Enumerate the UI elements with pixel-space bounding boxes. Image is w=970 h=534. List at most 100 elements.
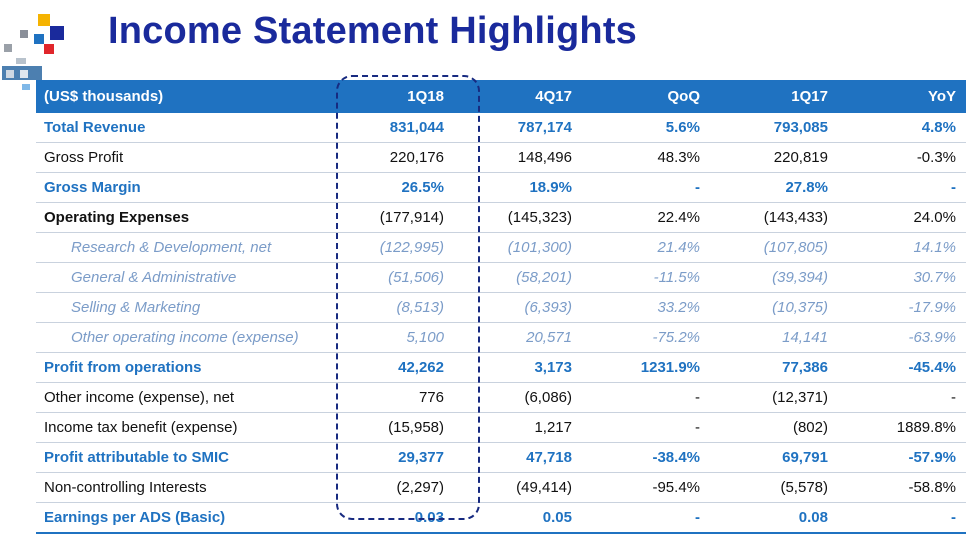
cell-1q18: 776	[326, 382, 454, 413]
cell-1q18: 220,176	[326, 142, 454, 173]
cell-yoy: -17.9%	[838, 292, 966, 323]
table-row: Earnings per ADS (Basic) 0.03 0.05-0.08-	[36, 502, 966, 534]
table-row: Profit from operations 42,262 3,173 1231.9%…	[36, 352, 966, 383]
row-label: Profit from operations	[36, 352, 326, 383]
cell-1q17: (143,433)	[710, 202, 838, 233]
cell-qoq: 22.4%	[582, 202, 710, 233]
table-row: Income tax benefit (expense) (15,958) 1,21…	[36, 412, 966, 443]
cell-4q17: (145,323)	[454, 202, 582, 233]
table-row: Non-controlling Interests (2,297) (49,414)…	[36, 472, 966, 503]
company-logo	[0, 0, 80, 90]
income-statement-table: (US$ thousands) 1Q18 4Q17 QoQ 1Q17 YoY T…	[36, 80, 966, 534]
cell-1q17: 0.08	[710, 502, 838, 534]
row-label: Total Revenue	[36, 113, 326, 143]
row-label: Non-controlling Interests	[36, 472, 326, 503]
table-row: Profit attributable to SMIC 29,377 47,718-…	[36, 442, 966, 473]
cell-1q18: (122,995)	[326, 232, 454, 263]
cell-4q17: (58,201)	[454, 262, 582, 293]
cell-qoq: 48.3%	[582, 142, 710, 173]
cell-1q17: 77,386	[710, 352, 838, 383]
cell-qoq: -	[582, 502, 710, 534]
cell-1q18: 0.03	[326, 502, 454, 534]
table-row: Other income (expense), net 776 (6,086) - (1…	[36, 382, 966, 413]
cell-4q17: (6,086)	[454, 382, 582, 413]
cell-qoq: 21.4%	[582, 232, 710, 263]
cell-qoq: 33.2%	[582, 292, 710, 323]
cell-1q17: (39,394)	[710, 262, 838, 293]
company-logo-icon	[2, 14, 64, 90]
cell-4q17: 3,173	[454, 352, 582, 383]
cell-1q17: 14,141	[710, 322, 838, 353]
cell-qoq: 5.6%	[582, 113, 710, 143]
row-label: Operating Expenses	[36, 202, 326, 233]
cell-yoy: -	[838, 382, 966, 413]
column-header-units: (US$ thousands)	[44, 88, 164, 105]
cell-yoy: 14.1%	[838, 232, 966, 263]
row-label: Other income (expense), net	[36, 382, 326, 413]
cell-4q17: (49,414)	[454, 472, 582, 503]
cell-qoq: -	[582, 172, 710, 203]
row-label: Other operating income (expense)	[36, 322, 326, 353]
column-header-4q17: 4Q17	[535, 88, 572, 105]
table-row: Other operating income (expense) 5,100 20,…	[36, 322, 966, 353]
row-label: Profit attributable to SMIC	[36, 442, 326, 473]
row-label: General & Administrative	[36, 262, 326, 293]
cell-qoq: -11.5%	[582, 262, 710, 293]
cell-1q17: (107,805)	[710, 232, 838, 263]
cell-1q17: (5,578)	[710, 472, 838, 503]
cell-yoy: -	[838, 172, 966, 203]
column-header-1q18: 1Q18	[407, 88, 444, 105]
cell-yoy: 1889.8%	[838, 412, 966, 443]
cell-4q17: 787,174	[454, 113, 582, 143]
cell-1q18: (15,958)	[326, 412, 454, 443]
cell-yoy: -	[838, 502, 966, 534]
row-label: Research & Development, net	[36, 232, 326, 263]
cell-yoy: -0.3%	[838, 142, 966, 173]
cell-1q18: 26.5%	[326, 172, 454, 203]
table-header-row: (US$ thousands) 1Q18 4Q17 QoQ 1Q17 YoY	[36, 80, 966, 113]
cell-1q17: (802)	[710, 412, 838, 443]
cell-1q18: 42,262	[326, 352, 454, 383]
cell-1q18: (51,506)	[326, 262, 454, 293]
table-row: Selling & Marketing (8,513) (6,393) 33.2% (1…	[36, 292, 966, 323]
cell-qoq: -95.4%	[582, 472, 710, 503]
cell-4q17: 20,571	[454, 322, 582, 353]
row-label: Gross Margin	[36, 172, 326, 203]
row-label: Gross Profit	[36, 142, 326, 173]
table-row: Gross Margin 26.5% 18.9% -27.8% -	[36, 172, 966, 203]
column-header-qoq: QoQ	[667, 88, 701, 105]
cell-4q17: (101,300)	[454, 232, 582, 263]
cell-4q17: 148,496	[454, 142, 582, 173]
cell-1q18: (177,914)	[326, 202, 454, 233]
cell-qoq: -75.2%	[582, 322, 710, 353]
cell-1q18: (8,513)	[326, 292, 454, 323]
cell-1q17: 220,819	[710, 142, 838, 173]
cell-1q18: 5,100	[326, 322, 454, 353]
cell-1q18: 831,044	[326, 113, 454, 143]
cell-yoy: -63.9%	[838, 322, 966, 353]
cell-4q17: (6,393)	[454, 292, 582, 323]
cell-qoq: 1231.9%	[582, 352, 710, 383]
column-header-1q17: 1Q17	[791, 88, 828, 105]
column-header-yoy: YoY	[927, 88, 956, 105]
row-label: Earnings per ADS (Basic)	[36, 502, 326, 534]
table-row: Operating Expenses (177,914) (145,323) 22.4…	[36, 202, 966, 233]
cell-1q17: 27.8%	[710, 172, 838, 203]
cell-qoq: -38.4%	[582, 442, 710, 473]
cell-qoq: -	[582, 412, 710, 443]
table-row: Research & Development, net (122,995) (101…	[36, 232, 966, 263]
cell-4q17: 18.9%	[454, 172, 582, 203]
cell-yoy: -58.8%	[838, 472, 966, 503]
cell-qoq: -	[582, 382, 710, 413]
cell-4q17: 47,718	[454, 442, 582, 473]
cell-1q18: (2,297)	[326, 472, 454, 503]
page-title: Income Statement Highlights	[108, 10, 638, 52]
cell-1q17: 793,085	[710, 113, 838, 143]
cell-4q17: 0.05	[454, 502, 582, 534]
row-label: Selling & Marketing	[36, 292, 326, 323]
cell-yoy: -57.9%	[838, 442, 966, 473]
cell-1q18: 29,377	[326, 442, 454, 473]
cell-1q17: 69,791	[710, 442, 838, 473]
table-row: Gross Profit 220,176 148,496 48.3% 220,819 -0…	[36, 142, 966, 173]
table-row: General & Administrative (51,506) (58,201)…	[36, 262, 966, 293]
